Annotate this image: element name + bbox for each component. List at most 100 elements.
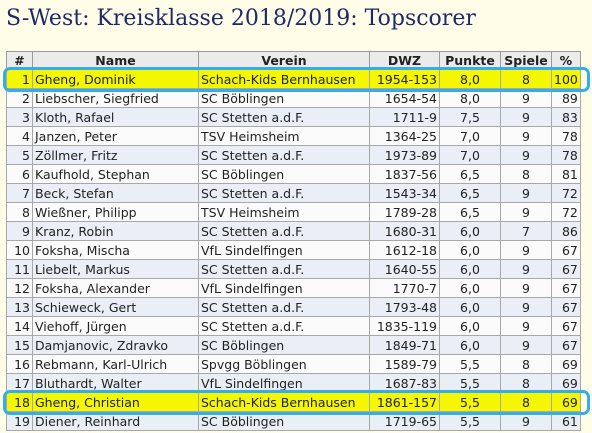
cell-club: Schach-Kids Bernhausen bbox=[198, 392, 370, 412]
cell-dwz: 1835-119 bbox=[369, 316, 440, 336]
cell-points: 8,0 bbox=[439, 69, 501, 89]
col-header-percent[interactable]: % bbox=[551, 51, 581, 70]
cell-dwz: 1364-25 bbox=[369, 126, 440, 146]
table-row: 2 Liebscher, Siegfried SC Böblingen 1654-54… bbox=[6, 88, 581, 108]
cell-percent: 67 bbox=[551, 259, 581, 279]
cell-club: SC Böblingen bbox=[198, 164, 370, 184]
topscorer-table: # Name Verein DWZ Punkte Spiele % 1 Gheng… bbox=[6, 51, 581, 431]
cell-club: SC Böblingen bbox=[198, 335, 370, 355]
cell-name: Janzen, Peter bbox=[32, 126, 199, 146]
cell-name: Kranz, Robin bbox=[32, 221, 199, 241]
col-header-name[interactable]: Name bbox=[32, 51, 199, 70]
table-row: 19 Diener, Reinhard SC Böblingen 1719-65 5,5… bbox=[6, 411, 581, 431]
table-row: 6 Kaufhold, Stephan SC Böblingen 1837-56 6,5… bbox=[6, 164, 581, 184]
cell-name: Viehoff, Jürgen bbox=[32, 316, 199, 336]
cell-percent: 69 bbox=[551, 373, 581, 393]
cell-club: SC Stetten a.d.F. bbox=[198, 297, 370, 317]
col-header-club[interactable]: Verein bbox=[198, 51, 370, 70]
cell-rank: 2 bbox=[6, 88, 33, 108]
cell-points: 6,0 bbox=[439, 278, 501, 298]
cell-club: Spvgg Böblingen bbox=[198, 354, 370, 374]
cell-points: 6,5 bbox=[439, 202, 501, 222]
table-row: 4 Janzen, Peter TSV Heimsheim 1364-25 7,0 9 78 bbox=[6, 126, 581, 146]
cell-club: VfL Sindelfingen bbox=[198, 373, 370, 393]
cell-percent: 72 bbox=[551, 183, 581, 203]
cell-games: 9 bbox=[500, 278, 552, 298]
cell-points: 5,5 bbox=[439, 373, 501, 393]
header-row: # Name Verein DWZ Punkte Spiele % bbox=[6, 51, 581, 70]
cell-percent: 86 bbox=[551, 221, 581, 241]
cell-points: 7,0 bbox=[439, 126, 501, 146]
table-row: 12 Foksha, Alexander VfL Sindelfingen 1770-… bbox=[6, 278, 581, 298]
col-header-rank[interactable]: # bbox=[6, 51, 33, 70]
cell-name: Gheng, Christian bbox=[32, 392, 199, 412]
cell-games: 8 bbox=[500, 69, 552, 89]
cell-points: 7,0 bbox=[439, 145, 501, 165]
cell-percent: 69 bbox=[551, 354, 581, 374]
cell-name: Gheng, Dominik bbox=[32, 69, 199, 89]
col-header-points[interactable]: Punkte bbox=[439, 51, 501, 70]
cell-dwz: 1973-89 bbox=[369, 145, 440, 165]
cell-rank: 7 bbox=[6, 183, 33, 203]
cell-dwz: 1543-34 bbox=[369, 183, 440, 203]
cell-name: Schieweck, Gert bbox=[32, 297, 199, 317]
cell-club: VfL Sindelfingen bbox=[198, 278, 370, 298]
cell-name: Foksha, Alexander bbox=[32, 278, 199, 298]
cell-club: Schach-Kids Bernhausen bbox=[198, 69, 370, 89]
cell-club: SC Böblingen bbox=[198, 88, 370, 108]
cell-percent: 67 bbox=[551, 240, 581, 260]
cell-games: 8 bbox=[500, 354, 552, 374]
col-header-dwz[interactable]: DWZ bbox=[369, 51, 440, 70]
table-row: 7 Beck, Stefan SC Stetten a.d.F. 1543-34 6,5… bbox=[6, 183, 581, 203]
cell-points: 6,0 bbox=[439, 221, 501, 241]
cell-name: Kaufhold, Stephan bbox=[32, 164, 199, 184]
cell-club: SC Stetten a.d.F. bbox=[198, 316, 370, 336]
cell-games: 9 bbox=[500, 183, 552, 203]
cell-percent: 83 bbox=[551, 107, 581, 127]
cell-rank: 18 bbox=[6, 392, 33, 412]
cell-games: 9 bbox=[500, 297, 552, 317]
cell-points: 6,0 bbox=[439, 240, 501, 260]
cell-points: 6,0 bbox=[439, 316, 501, 336]
cell-dwz: 1954-153 bbox=[369, 69, 440, 89]
cell-points: 6,5 bbox=[439, 164, 501, 184]
cell-rank: 1 bbox=[6, 69, 33, 89]
cell-name: Bluthardt, Walter bbox=[32, 373, 199, 393]
cell-percent: 89 bbox=[551, 88, 581, 108]
cell-dwz: 1793-48 bbox=[369, 297, 440, 317]
cell-club: TSV Heimsheim bbox=[198, 202, 370, 222]
cell-points: 5,5 bbox=[439, 392, 501, 412]
cell-games: 9 bbox=[500, 202, 552, 222]
cell-rank: 9 bbox=[6, 221, 33, 241]
cell-dwz: 1849-71 bbox=[369, 335, 440, 355]
cell-games: 9 bbox=[500, 411, 552, 431]
table-row: 9 Kranz, Robin SC Stetten a.d.F. 1680-31 6,0… bbox=[6, 221, 581, 241]
cell-games: 8 bbox=[500, 164, 552, 184]
table-row: 8 Wießner, Philipp TSV Heimsheim 1789-28 6,5… bbox=[6, 202, 581, 222]
col-header-games[interactable]: Spiele bbox=[500, 51, 552, 70]
cell-dwz: 1770-7 bbox=[369, 278, 440, 298]
cell-games: 8 bbox=[500, 392, 552, 412]
cell-name: Zöllmer, Fritz bbox=[32, 145, 199, 165]
cell-dwz: 1837-56 bbox=[369, 164, 440, 184]
cell-rank: 6 bbox=[6, 164, 33, 184]
cell-club: SC Stetten a.d.F. bbox=[198, 221, 370, 241]
cell-points: 7,5 bbox=[439, 107, 501, 127]
table-row: 5 Zöllmer, Fritz SC Stetten a.d.F. 1973-89 7… bbox=[6, 145, 581, 165]
cell-dwz: 1711-9 bbox=[369, 107, 440, 127]
cell-games: 9 bbox=[500, 145, 552, 165]
table-row: 16 Rebmann, Karl-Ulrich Spvgg Böblingen 158… bbox=[6, 354, 581, 374]
cell-percent: 61 bbox=[551, 411, 581, 431]
cell-games: 9 bbox=[500, 259, 552, 279]
table-row-highlighted: 1 Gheng, Dominik Schach-Kids Bernhausen 195… bbox=[6, 69, 581, 89]
cell-games: 9 bbox=[500, 126, 552, 146]
cell-dwz: 1789-28 bbox=[369, 202, 440, 222]
cell-percent: 67 bbox=[551, 316, 581, 336]
table-row: 14 Viehoff, Jürgen SC Stetten a.d.F. 1835-1… bbox=[6, 316, 581, 336]
table-row: 11 Liebelt, Markus SC Stetten a.d.F. 1640-5… bbox=[6, 259, 581, 279]
cell-points: 6,5 bbox=[439, 183, 501, 203]
cell-rank: 11 bbox=[6, 259, 33, 279]
cell-rank: 8 bbox=[6, 202, 33, 222]
cell-rank: 13 bbox=[6, 297, 33, 317]
